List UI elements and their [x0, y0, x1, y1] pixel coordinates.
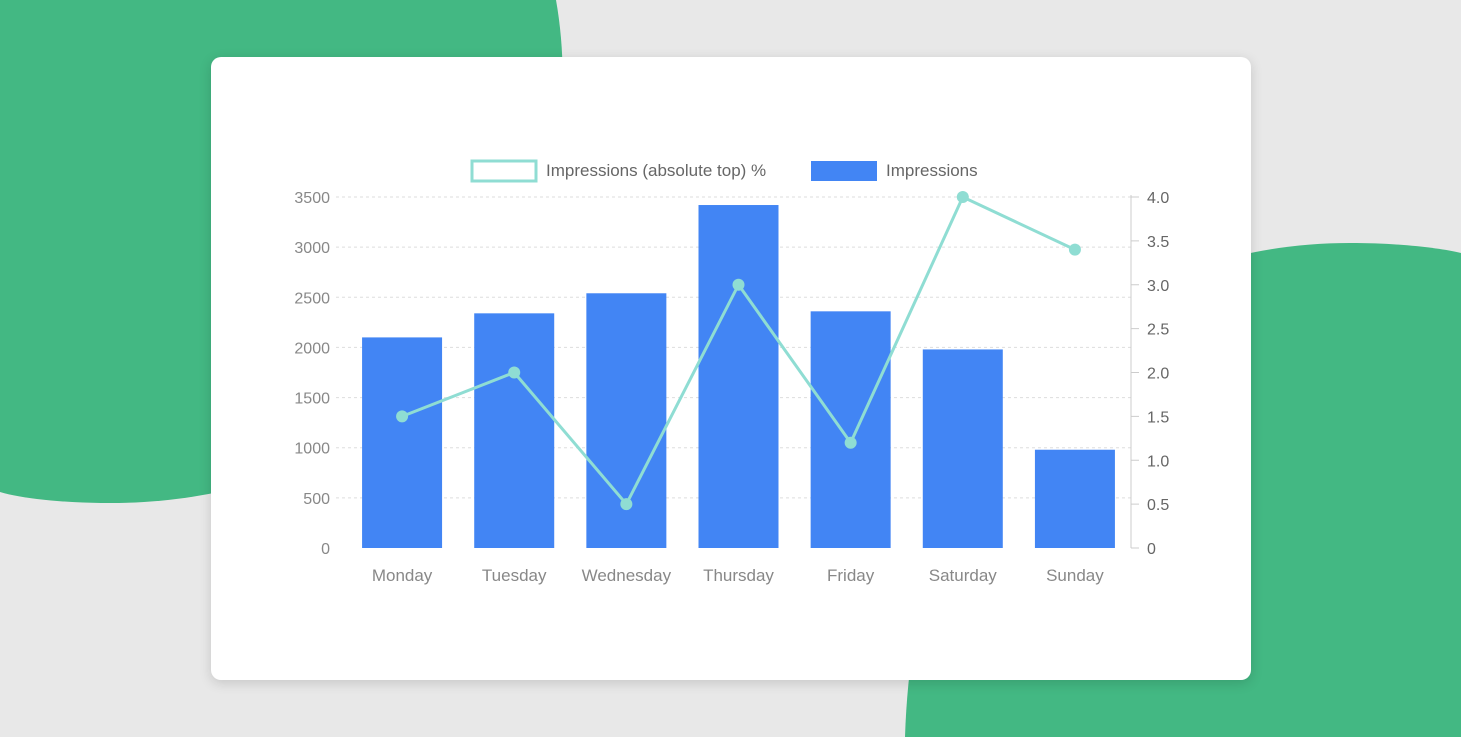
y-left-tick-label: 2000 [294, 340, 330, 357]
y-right-tick-label: 0 [1147, 541, 1156, 558]
line-point-saturday[interactable] [956, 191, 969, 203]
bar-monday[interactable] [362, 337, 443, 548]
x-tick-label: Wednesday [582, 566, 672, 585]
line-point-friday[interactable] [844, 436, 857, 449]
bar-tuesday[interactable] [474, 313, 555, 548]
line-point-monday[interactable] [396, 410, 409, 423]
x-tick-label: Friday [827, 566, 875, 585]
legend-label-line: Impressions (absolute top) % [546, 161, 766, 180]
y-right-tick-label: 2.5 [1147, 322, 1169, 339]
y-right-tick-label: 2.0 [1147, 366, 1169, 383]
legend: Impressions (absolute top) % Impressions [470, 159, 978, 183]
bar-sunday[interactable] [1034, 449, 1115, 548]
bar-saturday[interactable] [922, 349, 1003, 548]
x-tick-label: Thursday [703, 566, 774, 585]
y-left-tick-label: 2500 [294, 290, 330, 307]
y-right-tick-label: 0.5 [1147, 497, 1169, 514]
line-point-tuesday[interactable] [508, 366, 521, 379]
y-left-tick-label: 3000 [294, 240, 330, 257]
legend-label-bar: Impressions [886, 161, 978, 180]
y-right-tick-label: 3.0 [1147, 278, 1169, 295]
x-tick-label: Tuesday [482, 566, 547, 585]
line-point-sunday[interactable] [1068, 243, 1081, 256]
legend-swatch-bar [811, 161, 877, 181]
legend-swatch-line [470, 159, 538, 183]
y-left-tick-label: 500 [303, 491, 330, 508]
y-right-tick-label: 4.0 [1147, 190, 1169, 207]
y-right-tick-label: 1.0 [1147, 453, 1169, 470]
bar-friday[interactable] [810, 311, 891, 548]
y-left-tick-label: 1500 [294, 391, 330, 408]
line-point-thursday[interactable] [732, 278, 745, 291]
y-left-tick-label: 3500 [294, 190, 330, 207]
line-point-wednesday[interactable] [620, 498, 633, 511]
y-right-tick-label: 1.5 [1147, 409, 1169, 426]
x-tick-label: Saturday [929, 566, 998, 585]
x-tick-label: Sunday [1046, 566, 1104, 585]
bar-thursday[interactable] [698, 205, 779, 548]
y-right-tick-label: 3.5 [1147, 234, 1169, 251]
y-left-tick-label: 0 [321, 541, 330, 558]
x-tick-label: Monday [372, 566, 433, 585]
y-left-tick-label: 1000 [294, 441, 330, 458]
